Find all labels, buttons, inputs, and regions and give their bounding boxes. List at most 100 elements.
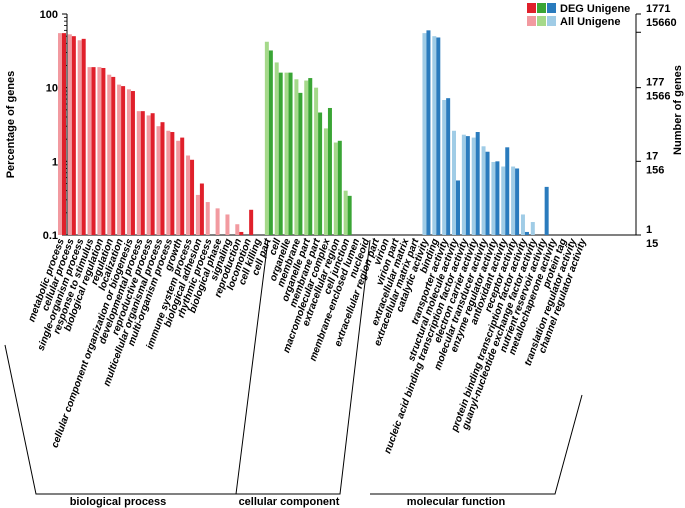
- bar-all-unigene: [520, 214, 525, 235]
- bar-deg-unigene: [446, 98, 451, 235]
- bar-deg-unigene: [199, 183, 204, 235]
- legend-swatch-deg: [527, 3, 536, 13]
- bar-all-unigene: [205, 202, 210, 235]
- bar-deg-unigene: [465, 136, 470, 235]
- bar-deg-unigene: [140, 111, 145, 235]
- bar-deg-unigene: [278, 72, 283, 236]
- bar-all-unigene: [501, 166, 506, 235]
- bar-deg-unigene: [239, 231, 244, 235]
- bar-all-unigene: [186, 155, 191, 235]
- bars: [58, 30, 549, 236]
- group-label: biological process: [70, 496, 167, 508]
- bar-all-unigene: [166, 130, 171, 235]
- bar-deg-unigene: [81, 38, 86, 235]
- left-tick-label: 0.1: [43, 230, 58, 242]
- bar-all-unigene: [491, 161, 496, 235]
- bar-all-unigene: [432, 36, 437, 236]
- group-labels: biological process cellular component mole…: [4, 239, 583, 508]
- legend-label-all: All Unigene: [560, 16, 621, 28]
- bar-deg-unigene: [150, 113, 155, 235]
- bar-deg-unigene: [121, 86, 126, 236]
- bar-deg-unigene: [327, 107, 332, 235]
- bar-all-unigene: [452, 130, 456, 235]
- group-label: molecular function: [407, 496, 506, 508]
- bar-all-unigene: [481, 146, 486, 235]
- bar-all-unigene: [87, 67, 92, 235]
- legend-swatch-deg: [547, 3, 556, 13]
- left-tick-label: 100: [40, 9, 58, 21]
- bar-all-unigene: [136, 111, 141, 235]
- bar-all-unigene: [235, 224, 240, 235]
- bar-all-unigene: [146, 115, 151, 235]
- right-tick-label-all: 15: [646, 238, 658, 250]
- bar-all-unigene: [511, 166, 516, 235]
- y-axis-title-right: Number of genes: [672, 65, 684, 155]
- bar-all-unigene: [195, 194, 200, 235]
- right-tick-label-deg: 1: [646, 224, 652, 236]
- bar-all-unigene: [314, 87, 319, 236]
- bar-deg-unigene: [180, 137, 185, 235]
- bar-deg-unigene: [456, 180, 460, 235]
- bar-deg-unigene: [62, 33, 66, 235]
- legend-swatch-deg: [537, 3, 546, 13]
- bar-deg-unigene: [71, 36, 76, 236]
- category-label: cell: [267, 237, 283, 257]
- bar-deg-unigene: [426, 30, 431, 235]
- bar-deg-unigene: [505, 147, 510, 235]
- bar-deg-unigene: [268, 50, 273, 236]
- bracket-molecular-function: [370, 394, 583, 495]
- bar-all-unigene: [264, 41, 269, 235]
- bar-deg-unigene: [298, 92, 303, 235]
- bar-deg-unigene: [170, 132, 175, 235]
- bar-deg-unigene: [111, 76, 116, 235]
- bar-all-unigene: [58, 33, 62, 235]
- bracket-biological-process: [4, 239, 269, 495]
- bar-deg-unigene: [495, 161, 500, 235]
- bar-all-unigene: [422, 33, 427, 235]
- right-tick-label-all: 156: [646, 164, 664, 176]
- right-tick-label-deg: 1771: [646, 3, 670, 15]
- bar-all-unigene: [77, 40, 82, 235]
- bar-all-unigene: [471, 137, 476, 235]
- bar-all-unigene: [67, 34, 72, 235]
- right-tick-label-all: 1566: [646, 91, 670, 103]
- bar-deg-unigene: [101, 67, 106, 235]
- bar-all-unigene: [284, 72, 289, 236]
- bar-all-unigene: [461, 134, 466, 235]
- bar-deg-unigene: [160, 122, 165, 235]
- bracket-cellular-component: [236, 239, 371, 495]
- bar-all-unigene: [323, 128, 328, 235]
- bar-deg-unigene: [544, 186, 549, 235]
- bar-deg-unigene: [249, 209, 254, 235]
- bar-all-unigene: [97, 67, 102, 235]
- left-tick-label: 1: [52, 156, 58, 168]
- bar-all-unigene: [176, 140, 181, 235]
- legend-swatch-all: [527, 16, 536, 26]
- bar-deg-unigene: [288, 72, 293, 236]
- bar-all-unigene: [343, 190, 348, 235]
- bar-deg-unigene: [308, 78, 313, 235]
- bar-deg-unigene: [190, 159, 195, 235]
- bar-deg-unigene: [475, 132, 480, 235]
- y-axis-title-left: Percentage of genes: [5, 71, 17, 179]
- right-tick-label-deg: 177: [646, 77, 664, 89]
- bar-deg-unigene: [515, 168, 520, 235]
- bar-deg-unigene: [347, 195, 352, 235]
- bar-all-unigene: [304, 80, 309, 236]
- legend-swatch-all: [547, 16, 556, 26]
- bar-all-unigene: [225, 214, 230, 235]
- right-tick-label-deg: 17: [646, 150, 658, 162]
- group-label: cellular component: [239, 496, 340, 508]
- bar-deg-unigene: [436, 37, 441, 235]
- bar-all-unigene: [156, 126, 161, 235]
- bar-all-unigene: [294, 79, 299, 235]
- bar-deg-unigene: [130, 91, 135, 235]
- bar-all-unigene: [333, 142, 338, 235]
- bar-deg-unigene: [485, 151, 490, 235]
- bar-deg-unigene: [318, 112, 323, 235]
- bar-deg-unigene: [524, 231, 529, 235]
- bar-all-unigene: [274, 62, 279, 235]
